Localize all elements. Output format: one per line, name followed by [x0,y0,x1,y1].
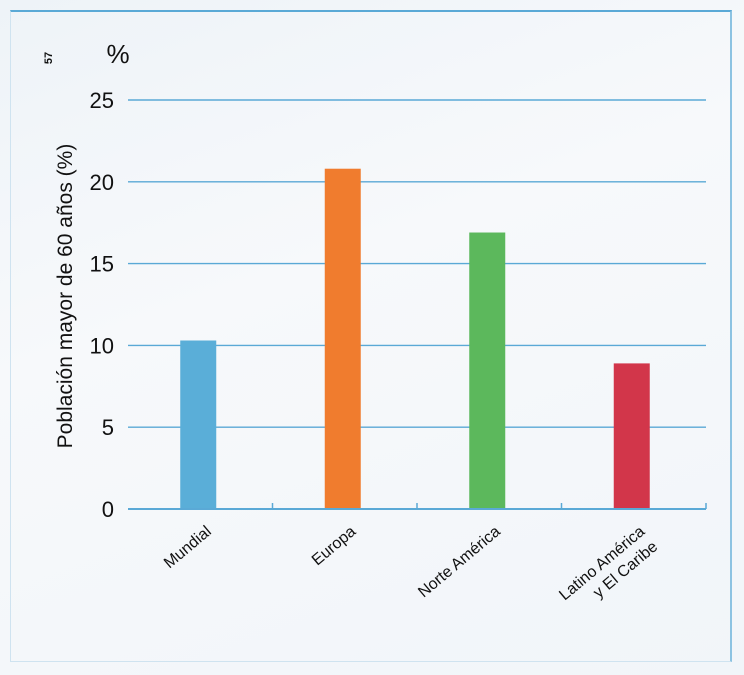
y-tick-label: 25 [90,88,114,113]
bar [613,363,650,509]
bar [180,340,217,509]
bars [180,168,650,510]
y-tick-label: 10 [90,333,114,358]
x-category-label: Mundial [161,523,215,572]
chart-panel [10,10,732,662]
x-category-label: Latino Américay El Caribe [556,523,661,619]
y-tick-label: 5 [102,415,114,440]
y-axis-unit: % [106,39,129,69]
bar [469,232,506,510]
x-category-label: Norte América [415,523,504,601]
y-axis-title: Población mayor de 60 años (%) [54,144,77,449]
gridlines [128,99,706,428]
figure-number: 57 [43,52,55,64]
bar [324,168,361,509]
x-category-label: Europa [309,523,360,569]
y-tick-label: 15 [90,252,114,277]
y-tick-label: 0 [102,497,114,522]
y-tick-label: 20 [90,170,114,195]
